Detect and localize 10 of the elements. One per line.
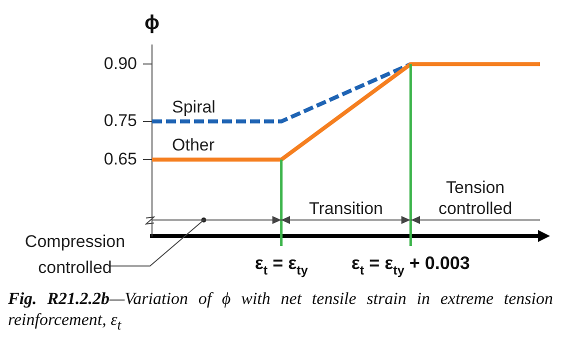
series-label: Other — [172, 136, 215, 155]
y-axis-title: ϕ — [144, 12, 160, 34]
annotation: Tension controlled — [438, 178, 512, 218]
y-tick-label: 0.90 — [104, 54, 137, 73]
caption: Fig. R21.2.2b—Variation of ϕ with net tensile strain in extreme tension reinforcement, ε$_{t}$ — [8, 288, 554, 336]
y-tick-label: 0.65 — [104, 149, 137, 168]
annotation: Transition — [308, 199, 384, 218]
y-tick-label: 0.75 — [104, 111, 137, 130]
series-label: Spiral — [172, 97, 216, 116]
text: Compression controlled — [24, 232, 126, 277]
